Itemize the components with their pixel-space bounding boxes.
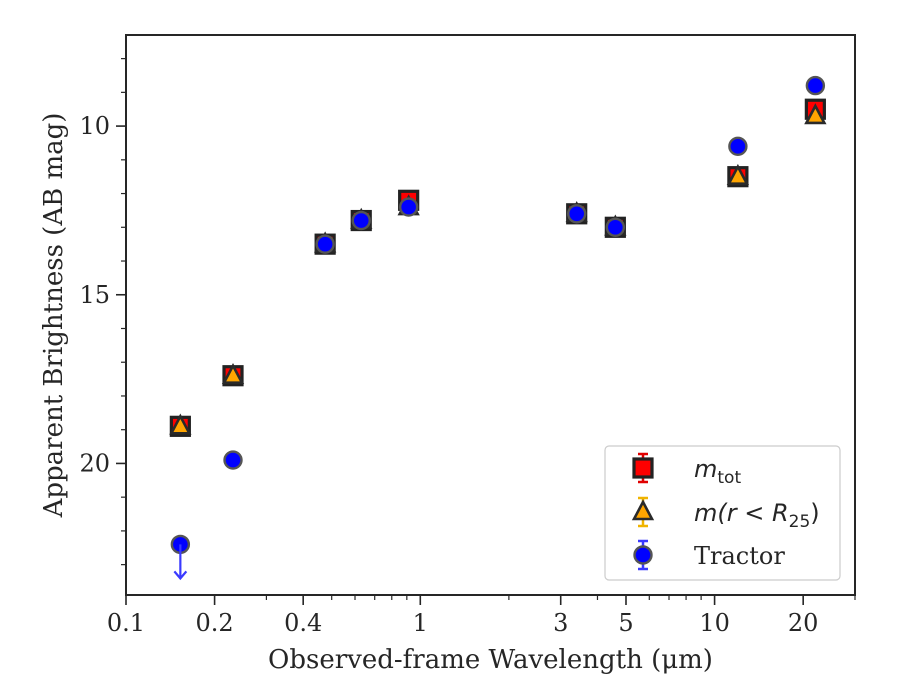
legend-label: m(r < R25) <box>694 499 820 532</box>
series-circle <box>170 75 826 581</box>
axes: 0.1 0.2 0.4 1 3 5 10 20 10 15 20 Observed-frame Wav… <box>39 34 856 675</box>
data-marks <box>169 75 827 581</box>
legend-box <box>604 445 841 581</box>
legend-label-suffix: ) <box>810 499 819 527</box>
upper-limit-arrow-head <box>173 570 188 581</box>
legend-entry-circle: Tractor <box>633 539 785 571</box>
x-tick-label: 20 <box>788 609 819 637</box>
y-tick-label: 10 <box>79 112 110 140</box>
legend-entry-square: mtot <box>632 452 741 488</box>
legend-label-main: m <box>694 455 717 483</box>
legend-label-subscript: tot <box>717 468 741 488</box>
x-tick-label: 1 <box>413 609 428 637</box>
legend: mtot m(r < R25) Tractor <box>604 445 841 581</box>
y-axis-label: Apparent Brightness (AB mag) <box>39 113 69 519</box>
x-tick-label: 0.2 <box>196 609 234 637</box>
legend-marker-triangle <box>631 499 655 521</box>
legend-label-main: m(r < R <box>694 499 789 527</box>
legend-label-subscript: 25 <box>789 512 811 532</box>
legend-entry-triangle: m(r < R25) <box>631 496 820 532</box>
legend-label: mtot <box>694 455 741 488</box>
legend-label-main: Tractor <box>694 542 785 570</box>
x-tick-label: 5 <box>618 609 633 637</box>
x-axis-label: Observed-frame Wavelength (μm) <box>268 645 713 675</box>
y-tick-label: 15 <box>79 281 110 309</box>
legend-label: Tractor <box>694 542 785 570</box>
y-tick-label: 20 <box>79 449 110 477</box>
legend-marker-square <box>632 457 654 479</box>
legend-marker-circle <box>633 545 653 565</box>
x-tick-label: 0.4 <box>284 609 322 637</box>
plot-frame <box>125 34 856 596</box>
x-tick-label: 3 <box>553 609 568 637</box>
x-tick-label: 10 <box>699 609 730 637</box>
x-tick-label: 0.1 <box>107 609 145 637</box>
